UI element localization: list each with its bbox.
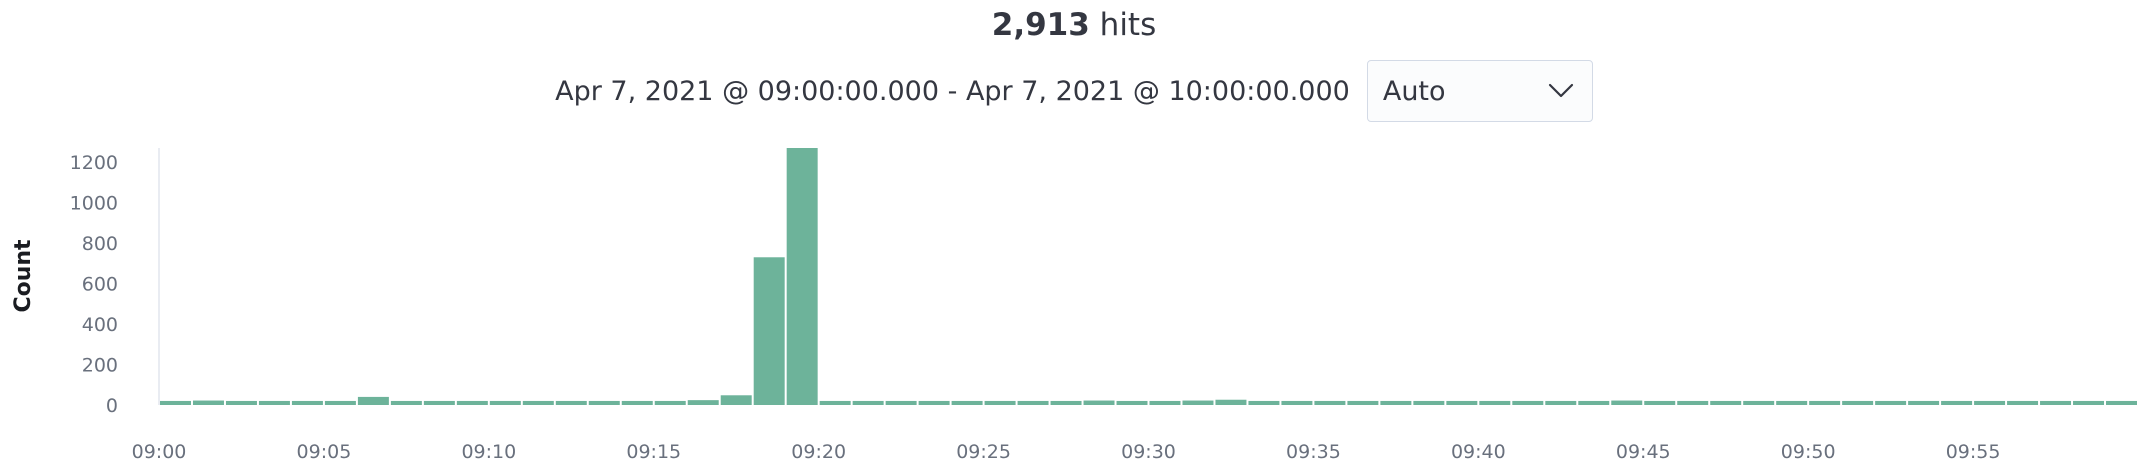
x-tick-label: 09:15 [626,441,681,463]
histogram-bar[interactable] [2106,400,2137,405]
histogram-bar[interactable] [1941,400,1973,405]
hits-label: hits [1099,7,1157,43]
histogram-bar[interactable] [1248,400,1280,405]
x-tick-label: 09:50 [1781,441,1836,463]
histogram-bar[interactable] [555,400,587,405]
histogram-bar[interactable] [1842,400,1874,405]
histogram-bar[interactable] [1479,400,1511,405]
histogram-bar[interactable] [1776,400,1808,405]
histogram-bar[interactable] [1545,400,1577,405]
x-axis-ticks: 09:00 09:05 09:10 09:15 09:20 09:25 09:30 09:35… [132,441,2001,463]
y-tick-label: 1200 [70,152,118,174]
x-tick-label: 09:00 [132,441,187,463]
interval-select-value: Auto [1382,75,1446,107]
histogram-bar[interactable] [2073,400,2105,405]
histogram-bar[interactable] [885,400,917,405]
histogram-bar[interactable] [2040,400,2072,405]
histogram-bar[interactable] [786,148,818,405]
bars [160,148,2137,405]
histogram-bar[interactable] [225,400,257,405]
histogram-bar[interactable] [456,400,488,405]
histogram-bar[interactable] [2007,400,2039,405]
histogram-bar[interactable] [654,400,686,405]
histogram-bar[interactable] [819,400,851,405]
y-axis-label: Count [11,239,36,313]
histogram-bar[interactable] [1875,400,1907,405]
histogram-bar[interactable] [160,400,191,405]
histogram-bar[interactable] [522,400,554,405]
x-tick-label: 09:55 [1946,441,2001,463]
histogram-bar[interactable] [1644,400,1676,405]
histogram-bar[interactable] [1446,400,1478,405]
histogram-bar[interactable] [984,400,1016,405]
x-tick-label: 09:30 [1121,441,1176,463]
histogram-bar[interactable] [1611,400,1643,405]
histogram-bar[interactable] [1215,399,1247,405]
histogram-bar[interactable] [1017,400,1049,405]
histogram-bar[interactable] [1413,400,1445,405]
histogram-bar[interactable] [951,400,983,405]
y-tick-label: 1000 [70,193,118,215]
histogram-bar[interactable] [621,400,653,405]
histogram-bar[interactable] [687,400,719,405]
histogram-bar[interactable] [588,400,620,405]
time-range-row: Apr 7, 2021 @ 09:00:00.000 - Apr 7, 2021… [0,58,2148,124]
histogram-bar[interactable] [423,400,455,405]
y-axis-ticks: 0 200 400 600 800 1000 1200 [70,152,118,417]
histogram-bar[interactable] [1578,400,1610,405]
histogram-bar[interactable] [489,400,521,405]
y-tick-label: 800 [82,233,118,255]
histogram-bar[interactable] [1083,400,1115,405]
histogram-bar[interactable] [258,400,290,405]
histogram-bar[interactable] [1908,400,1940,405]
histogram-bar[interactable] [1050,400,1082,405]
histogram-bar[interactable] [390,400,422,405]
y-tick-label: 600 [82,274,118,296]
interval-select[interactable]: Auto [1366,60,1593,122]
time-range-text: Apr 7, 2021 @ 09:00:00.000 - Apr 7, 2021… [555,75,1350,107]
y-tick-label: 400 [82,314,118,336]
histogram-bar[interactable] [720,395,752,405]
y-tick-label: 0 [106,395,118,417]
histogram-bar[interactable] [1710,400,1742,405]
histogram-chart: Count 0 200 400 600 800 1000 1200 09:00 09:05 09… [0,130,2148,470]
histogram-bar[interactable] [918,400,950,405]
x-tick-label: 09:40 [1451,441,1506,463]
histogram-bar[interactable] [357,396,389,405]
x-tick-label: 09:35 [1286,441,1341,463]
histogram-bar[interactable] [1809,400,1841,405]
histogram-bar[interactable] [1512,400,1544,405]
x-tick-label: 09:05 [297,441,352,463]
histogram-bar[interactable] [1116,400,1148,405]
histogram-bar[interactable] [291,400,323,405]
histogram-bar[interactable] [192,400,224,405]
histogram-bar[interactable] [753,257,785,405]
histogram-bar[interactable] [852,400,884,405]
hits-summary: 2,913 hits [0,4,2148,46]
histogram-bar[interactable] [1974,400,2006,405]
histogram-bar[interactable] [1677,400,1709,405]
histogram-bar[interactable] [1281,400,1313,405]
histogram-bar[interactable] [1743,400,1775,405]
hits-count: 2,913 [991,7,1090,43]
y-tick-label: 200 [82,355,118,377]
x-tick-label: 09:20 [791,441,846,463]
histogram-bar[interactable] [324,400,356,405]
x-tick-label: 09:10 [461,441,516,463]
histogram-bar[interactable] [1380,400,1412,405]
x-tick-label: 09:45 [1616,441,1671,463]
x-tick-label: 09:25 [956,441,1011,463]
chevron-down-icon [1548,83,1574,99]
histogram-bar[interactable] [1314,400,1346,405]
histogram-bar[interactable] [1347,400,1379,405]
histogram-bar[interactable] [1149,400,1181,405]
histogram-bar[interactable] [1182,400,1214,405]
